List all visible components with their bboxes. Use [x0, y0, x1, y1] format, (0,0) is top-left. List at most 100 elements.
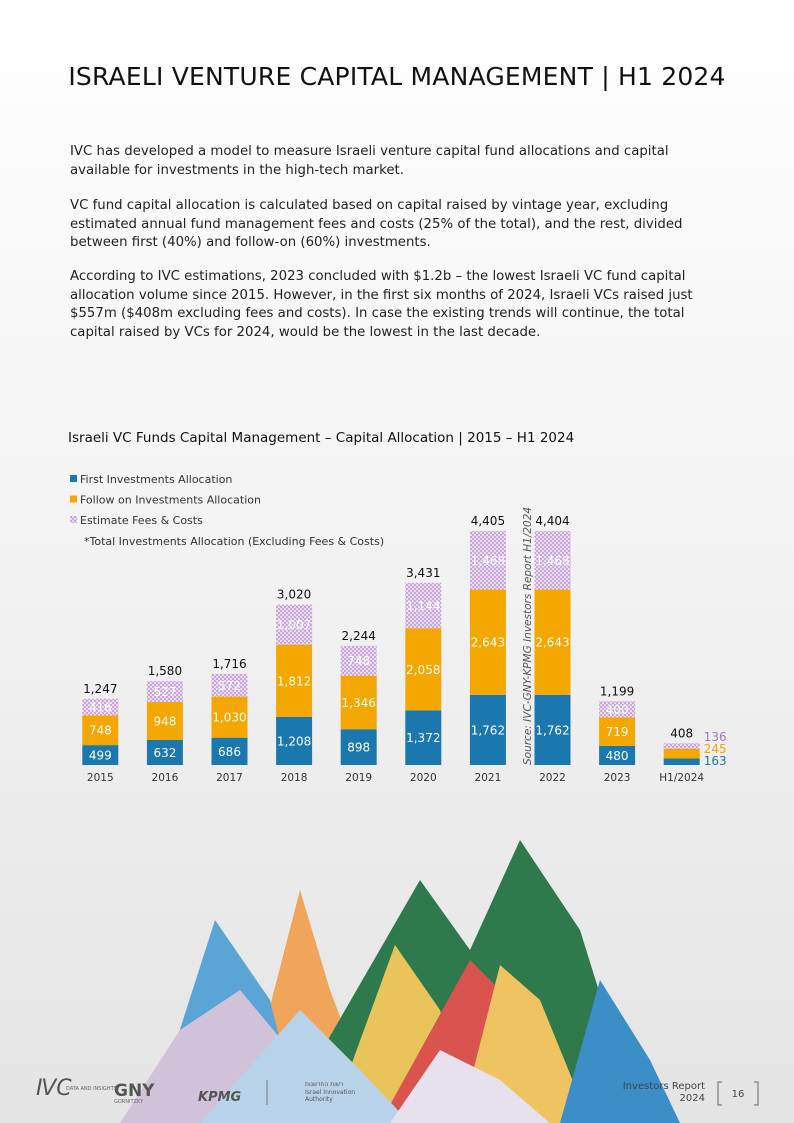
total-label: 2,244 — [342, 629, 376, 643]
x-tick-label: 2016 — [152, 772, 179, 784]
value-label: 748 — [89, 724, 112, 738]
bar-segment — [405, 628, 442, 711]
bar-segment — [340, 645, 377, 676]
bar-segment — [211, 673, 248, 697]
x-tick-label: H1/2024 — [659, 772, 704, 784]
logo-text: רשות החדשנות — [305, 1081, 343, 1088]
paragraph: IVC has developed a model to measure Isr… — [70, 144, 669, 178]
bar-segment — [469, 694, 506, 765]
bar-segment — [405, 710, 442, 765]
paragraph: VC fund capital allocation is calculated… — [70, 198, 683, 250]
value-label: 2,643 — [535, 636, 569, 650]
bar-segment — [340, 675, 377, 730]
value-label: 400 — [606, 703, 629, 717]
bar-segment — [82, 698, 119, 716]
chart: Israeli VC Funds Capital Management – Ca… — [68, 430, 727, 784]
value-label: 719 — [606, 725, 629, 739]
bar-segment — [82, 715, 119, 746]
bar-segment — [211, 696, 248, 738]
bar-segment — [405, 582, 442, 629]
value-label: 499 — [89, 749, 112, 763]
value-label: 898 — [347, 741, 370, 755]
value-label: 632 — [153, 746, 176, 760]
x-tick-label: 2015 — [87, 772, 114, 784]
total-label: 1,247 — [83, 682, 117, 696]
total-label: 4,405 — [471, 514, 505, 528]
bar-segment — [663, 748, 700, 759]
bar-segment — [534, 694, 571, 765]
bar-segment — [276, 644, 313, 717]
total-label: 408 — [670, 726, 693, 740]
x-tick-label: 2023 — [604, 772, 631, 784]
legend-label: Estimate Fees & Costs — [80, 514, 203, 527]
value-label: 948 — [153, 714, 176, 728]
page-number: 16 — [732, 1089, 745, 1100]
logo-text: Israel Innovation — [305, 1089, 355, 1096]
total-label: 3,020 — [277, 588, 311, 602]
bar-segment — [82, 745, 119, 765]
value-label: 1,468 — [535, 554, 569, 568]
total-label: 1,580 — [148, 664, 182, 678]
value-label: 1,762 — [535, 723, 569, 737]
value-label: 2,058 — [406, 663, 440, 677]
value-label: 1,372 — [406, 731, 440, 745]
value-label: 1,208 — [277, 734, 311, 748]
value-label: 163 — [704, 754, 727, 768]
value-label: 686 — [218, 745, 241, 759]
value-label: 572 — [218, 679, 241, 693]
bar-segment — [276, 604, 313, 645]
x-tick-label: 2019 — [345, 772, 372, 784]
bar-segment — [534, 531, 571, 590]
x-tick-label: 2018 — [281, 772, 308, 784]
total-label: 3,431 — [406, 566, 440, 580]
legend-swatch — [70, 516, 77, 523]
total-label: 4,404 — [535, 514, 569, 528]
bar-segment — [146, 702, 183, 740]
logo-text: GORNITZKY — [114, 1099, 144, 1105]
legend-label: First Investments Allocation — [80, 473, 232, 486]
bar-segment — [211, 737, 248, 765]
legend-note: *Total Investments Allocation (Excluding… — [84, 535, 384, 548]
page-title: ISRAELI VENTURE CAPITAL MANAGEMENT | H1 … — [68, 62, 726, 91]
bar-segment — [276, 716, 313, 765]
footer-report: Investors Report — [623, 1081, 705, 1092]
value-label: 245 — [704, 742, 727, 756]
logo-text: DATA AND INSIGHTS — [66, 1086, 117, 1092]
page-bracket — [717, 1081, 759, 1106]
logo-text: KPMG — [198, 1090, 242, 1105]
value-label: 1,007 — [277, 618, 311, 632]
source-note: Source: IVC-GNY-KPMG Investors Report H1… — [522, 507, 534, 765]
x-tick-label: 2020 — [410, 772, 437, 784]
x-tick-label: 2017 — [216, 772, 243, 784]
value-label: 136 — [704, 730, 727, 744]
bar-segment — [469, 531, 506, 590]
bar-segment — [599, 745, 636, 765]
value-label: 1,468 — [471, 554, 505, 568]
footer: ⅣC DATA AND INSIGHTS GNY GORNITZKY KPMG … — [36, 1076, 759, 1106]
value-label: 1,812 — [277, 674, 311, 688]
value-label: 416 — [89, 701, 112, 715]
decoration — [120, 840, 680, 1123]
legend-swatch — [70, 495, 77, 503]
chart-title: Israeli VC Funds Capital Management – Ca… — [68, 430, 574, 446]
value-label: 1,030 — [212, 711, 246, 725]
legend-swatch — [70, 475, 77, 482]
bar-segment — [663, 758, 700, 765]
bar-segment — [599, 717, 636, 746]
bar-segment — [469, 589, 506, 695]
value-label: 1,346 — [342, 696, 376, 710]
bar-segment — [146, 739, 183, 765]
logo-text: GNY — [114, 1081, 155, 1101]
value-label: 1,762 — [471, 723, 505, 737]
bar-segment — [146, 681, 183, 703]
value-label: 527 — [153, 685, 176, 699]
footer-year: 2024 — [680, 1093, 705, 1104]
x-tick-label: 2022 — [539, 772, 566, 784]
logo-text: Authority — [305, 1096, 333, 1103]
paragraph: According to IVC estimations, 2023 concl… — [70, 269, 693, 340]
logo-mark: ⅣC — [36, 1076, 72, 1101]
x-tick-label: 2021 — [475, 772, 502, 784]
value-label: 2,643 — [471, 636, 505, 650]
